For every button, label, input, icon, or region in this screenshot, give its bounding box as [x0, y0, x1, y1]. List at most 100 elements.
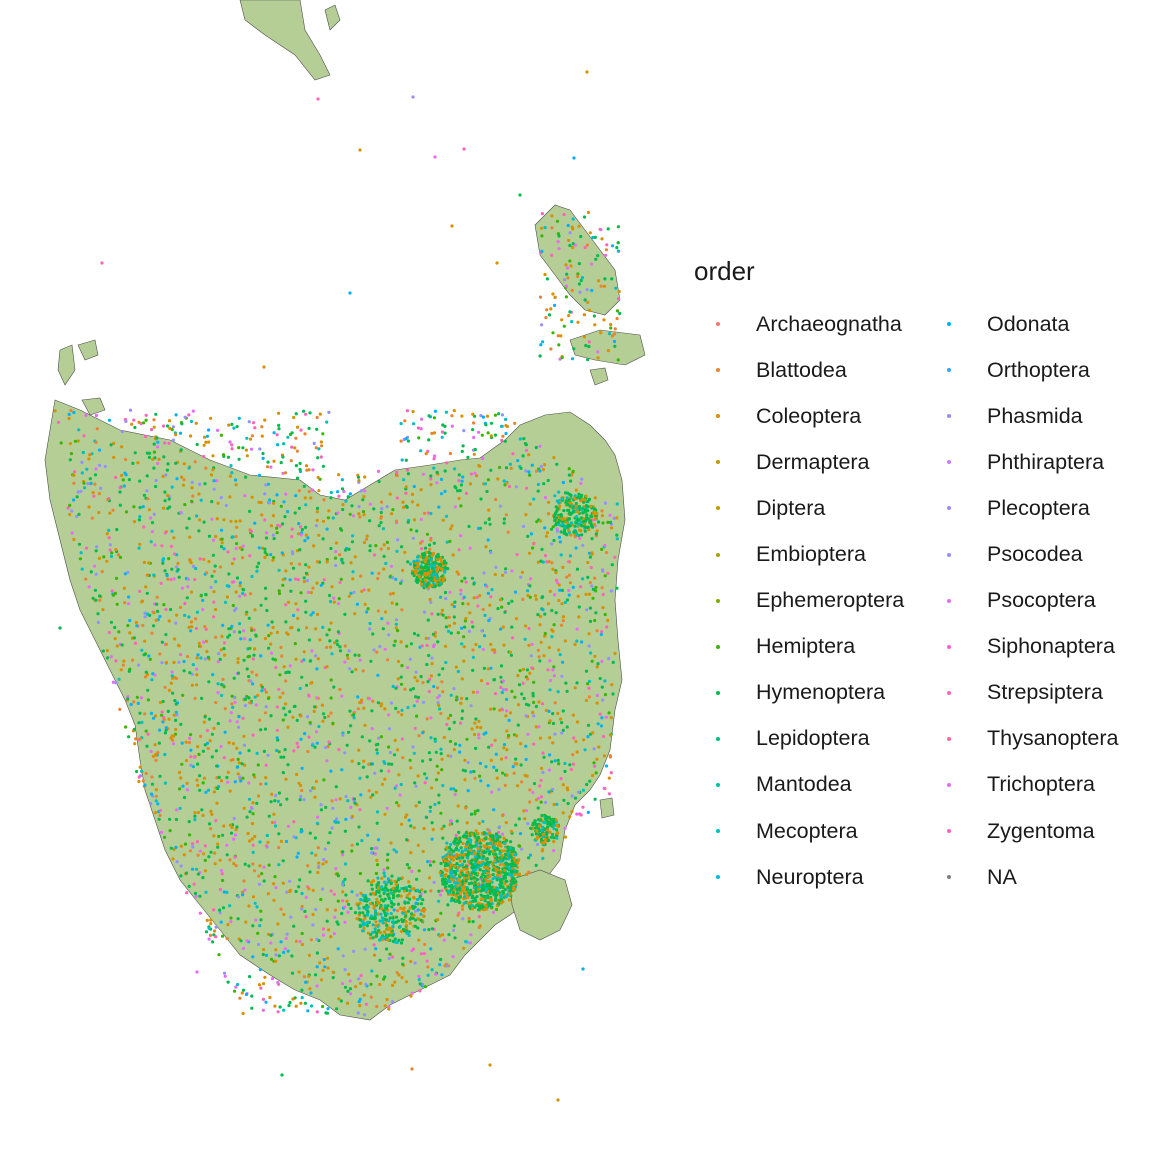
occurrence-point: [222, 890, 226, 894]
occurrence-point: [302, 650, 306, 654]
occurrence-point: [443, 431, 447, 435]
occurrence-point: [594, 585, 598, 590]
occurrence-point: [437, 793, 441, 797]
occurrence-point: [147, 508, 151, 512]
occurrence-point: [393, 980, 397, 984]
occurrence-point: [230, 422, 234, 426]
occurrence-point: [408, 897, 412, 901]
occurrence-point: [263, 547, 267, 551]
occurrence-point: [295, 718, 299, 723]
occurrence-point: [466, 602, 470, 606]
occurrence-point: [319, 808, 324, 812]
occurrence-point: [274, 959, 278, 963]
occurrence-point: [297, 970, 301, 974]
occurrence-point: [479, 852, 483, 856]
occurrence-point: [199, 644, 203, 648]
occurrence-point: [241, 776, 245, 780]
occurrence-point: [277, 954, 281, 958]
occurrence-point: [422, 582, 427, 586]
occurrence-point: [457, 853, 461, 857]
occurrence-point: [196, 653, 200, 657]
occurrence-point: [395, 496, 399, 500]
occurrence-point: [99, 486, 103, 490]
occurrence-point: [316, 815, 320, 819]
occurrence-point: [279, 803, 283, 807]
occurrence-point: [276, 799, 280, 804]
occurrence-point: [491, 910, 496, 915]
occurrence-point: [443, 877, 447, 882]
occurrence-point: [154, 752, 158, 757]
occurrence-point: [504, 688, 508, 692]
occurrence-point: [426, 973, 430, 977]
occurrence-point: [508, 862, 512, 866]
occurrence-point: [506, 851, 510, 855]
occurrence-point: [495, 873, 499, 878]
occurrence-point: [399, 422, 403, 426]
occurrence-point: [400, 976, 404, 980]
occurrence-point: [481, 872, 485, 876]
occurrence-point: [253, 521, 257, 525]
occurrence-point: [333, 915, 337, 919]
occurrence-point: [516, 459, 520, 463]
occurrence-point: [226, 980, 230, 984]
occurrence-point: [325, 420, 329, 424]
occurrence-point: [601, 698, 605, 702]
occurrence-point: [452, 409, 456, 413]
occurrence-point: [521, 667, 526, 672]
occurrence-point: [494, 835, 498, 839]
occurrence-point: [296, 851, 300, 855]
occurrence-point: [157, 457, 161, 461]
occurrence-point: [132, 505, 136, 509]
occurrence-point: [94, 413, 98, 418]
occurrence-point: [367, 588, 371, 592]
occurrence-point: [571, 713, 576, 717]
occurrence-point: [266, 460, 270, 464]
occurrence-point: [209, 585, 213, 590]
occurrence-point: [550, 635, 554, 639]
occurrence-point: [363, 1013, 367, 1017]
occurrence-point: [167, 441, 171, 445]
occurrence-point: [245, 454, 249, 458]
occurrence-point: [114, 475, 118, 479]
occurrence-point: [211, 553, 215, 557]
occurrence-point: [242, 658, 246, 662]
occurrence-point: [321, 464, 325, 468]
occurrence-point: [197, 492, 201, 496]
occurrence-point: [387, 1005, 391, 1009]
occurrence-point: [196, 810, 201, 815]
occurrence-point: [298, 686, 302, 691]
occurrence-point: [333, 908, 338, 912]
occurrence-point: [219, 744, 223, 749]
occurrence-point: [385, 997, 389, 1002]
occurrence-point: [586, 517, 591, 521]
occurrence-point: [432, 416, 436, 420]
occurrence-point: [494, 497, 498, 502]
occurrence-point: [156, 802, 160, 806]
occurrence-point: [359, 898, 363, 902]
occurrence-point: [452, 924, 456, 928]
occurrence-point: [67, 416, 71, 421]
occurrence-point: [97, 510, 101, 515]
occurrence-point: [94, 549, 98, 553]
occurrence-point: [118, 486, 122, 490]
occurrence-point: [353, 653, 357, 657]
occurrence-point: [473, 834, 477, 838]
occurrence-point: [415, 699, 419, 703]
occurrence-point: [441, 667, 445, 671]
occurrence-point: [486, 879, 490, 884]
occurrence-point: [567, 508, 571, 513]
occurrence-point: [299, 525, 303, 529]
occurrence-point: [115, 644, 119, 648]
occurrence-point: [263, 492, 267, 496]
occurrence-point: [273, 799, 277, 803]
occurrence-point: [404, 914, 408, 918]
occurrence-point: [537, 700, 541, 704]
occurrence-point: [229, 711, 233, 715]
occurrence-point: [573, 497, 577, 501]
occurrence-point: [149, 428, 154, 432]
occurrence-point: [440, 973, 444, 977]
occurrence-point: [552, 674, 557, 678]
occurrence-point: [321, 933, 325, 937]
occurrence-point: [349, 724, 353, 728]
occurrence-point: [289, 589, 293, 593]
